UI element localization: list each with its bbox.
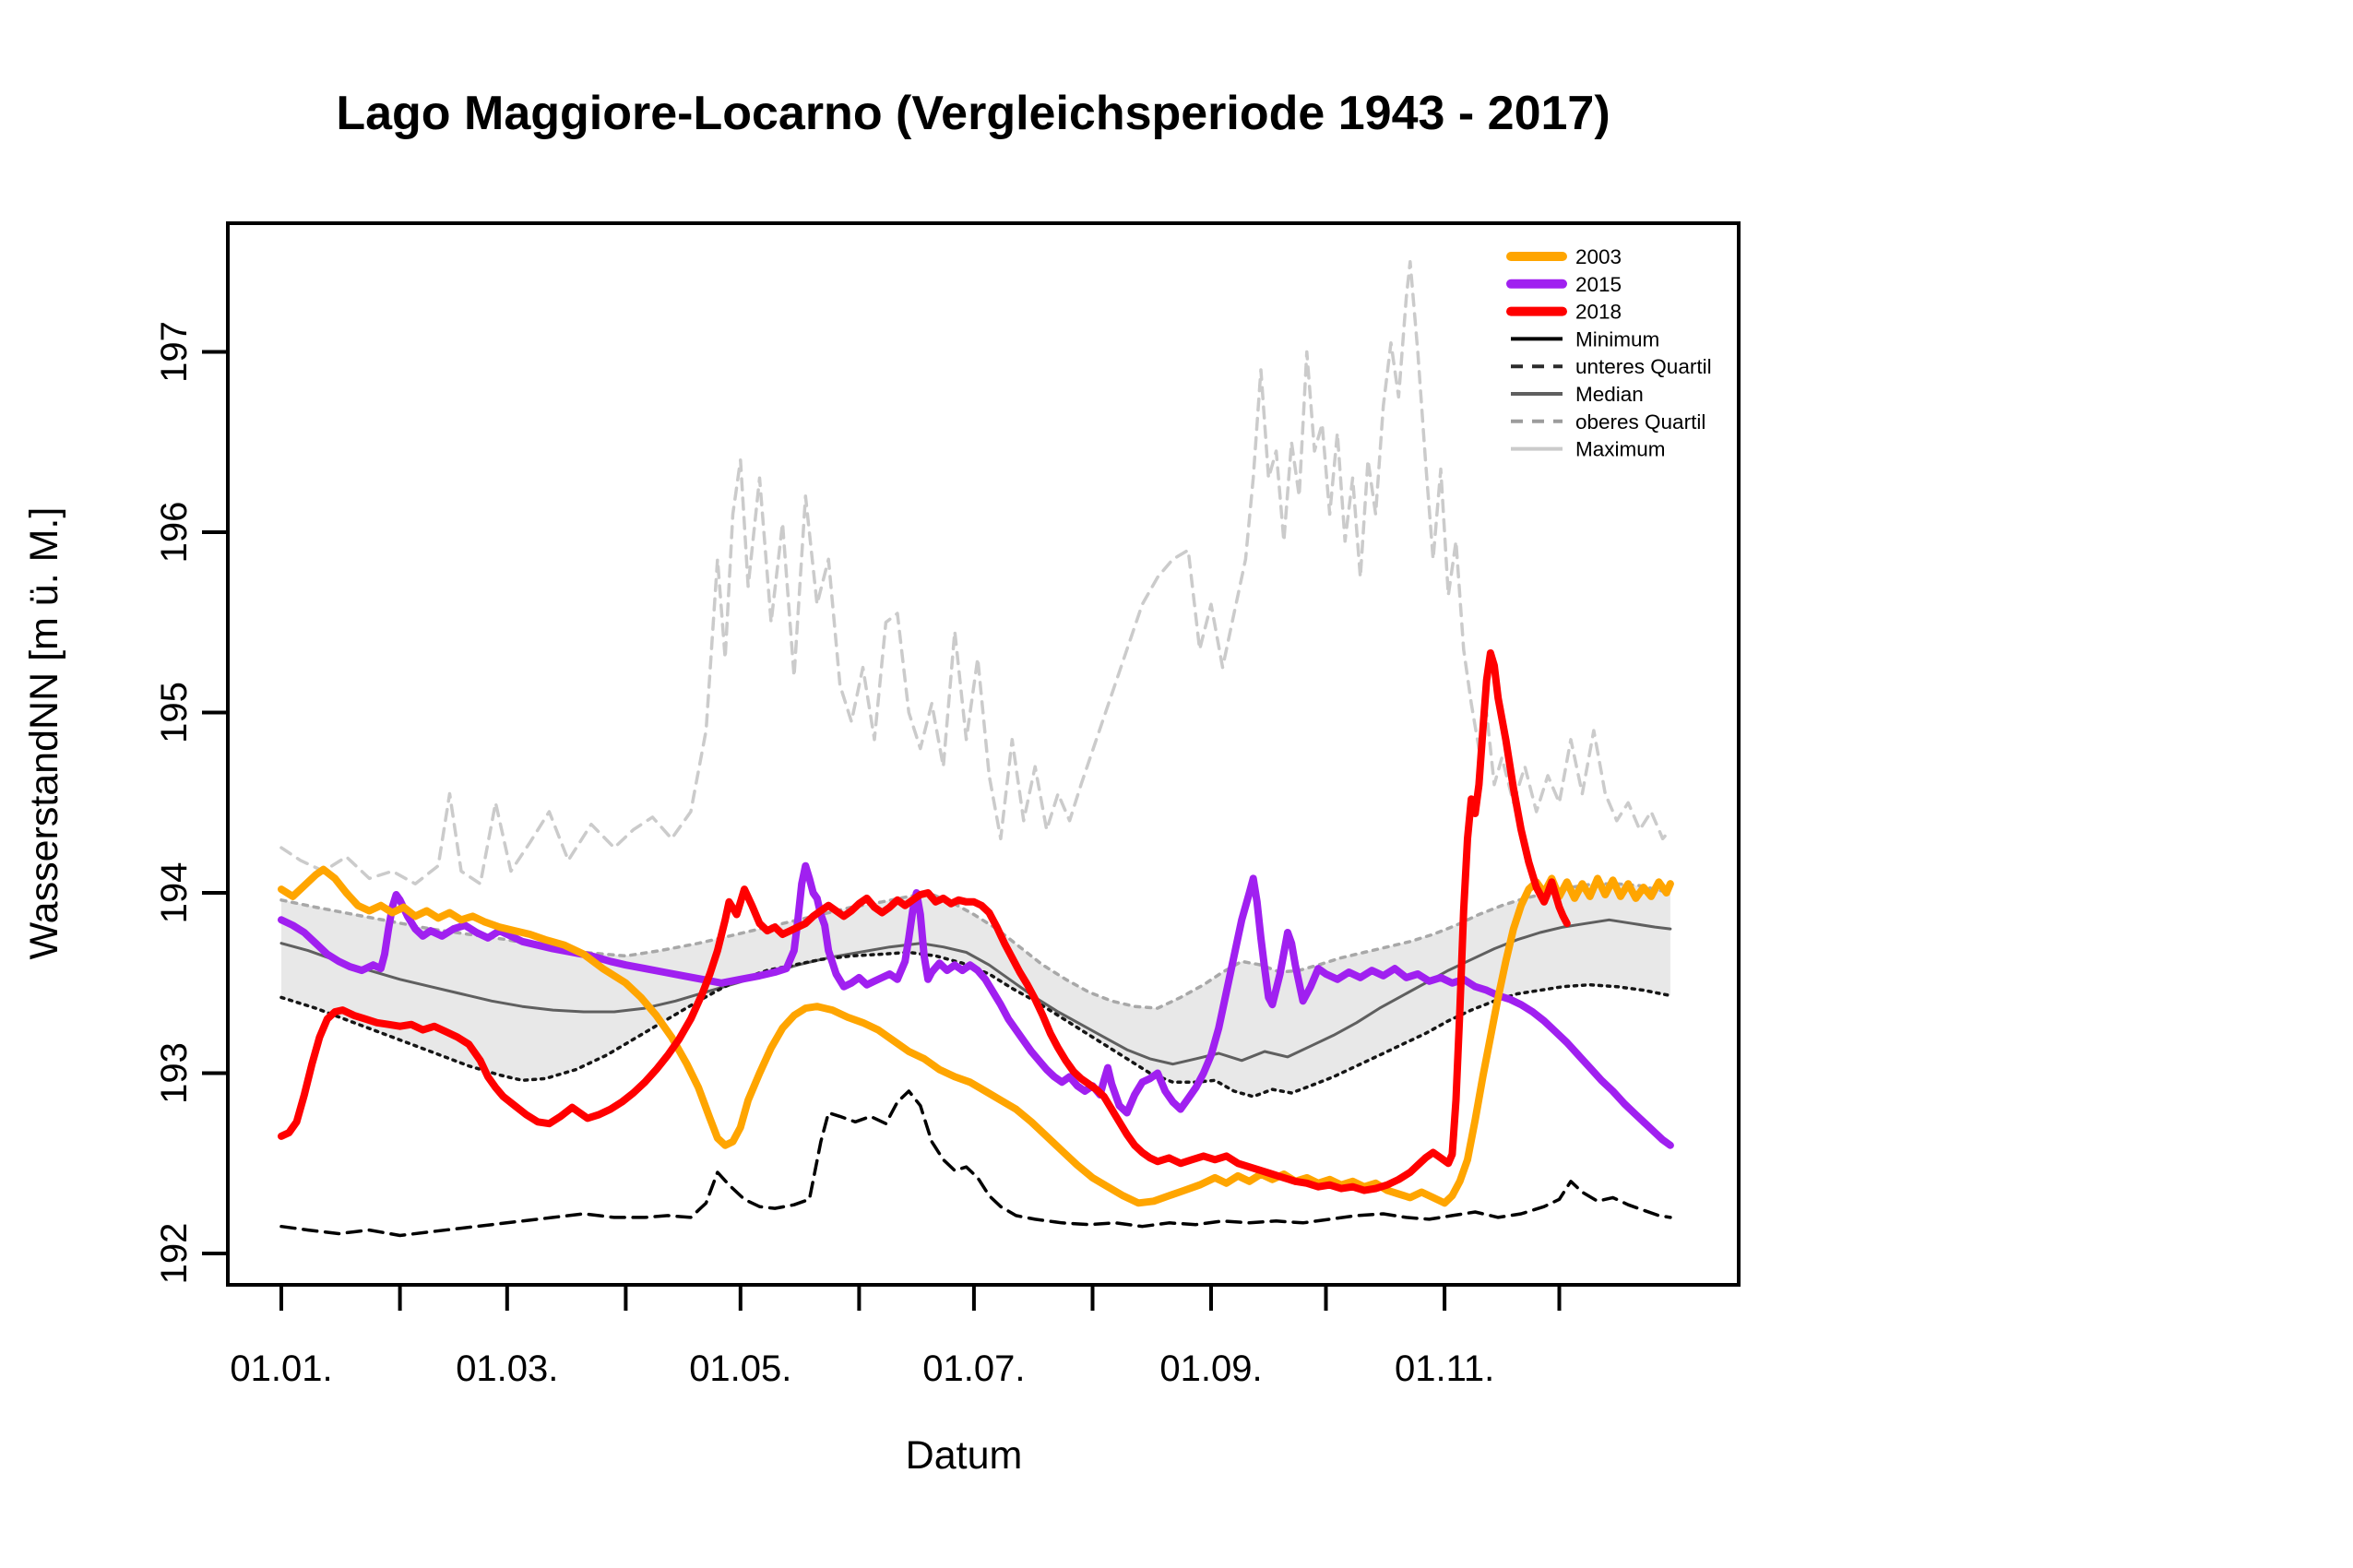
legend-label-maximum: Maximum (1575, 438, 1666, 461)
y-tick-label: 197 (154, 321, 195, 383)
series-line-2018 (278, 649, 1571, 1194)
plot-box (226, 221, 1741, 1287)
y-tick-label: 196 (154, 502, 195, 564)
chart-title: Lago Maggiore-Locarno (Vergleichsperiode… (336, 87, 1610, 140)
legend: 2003 2015 2018 Minimum unteres Quartil Median… (1506, 245, 1712, 461)
series-line-median (279, 918, 1672, 1066)
y-tick-label: 192 (154, 1223, 195, 1285)
x-tick-label: 01.11. (1395, 1348, 1494, 1389)
x-axis-title: Datum (906, 1433, 1023, 1478)
x-tick-label: 01.01. (230, 1348, 332, 1389)
x-tick-label: 01.09. (1159, 1348, 1262, 1389)
quartile-band (281, 884, 1670, 1097)
x-axis: 01.01. 01.03. 01.05. 01.07. 01.09. 01.11. (230, 1285, 1562, 1389)
interquartile-band-area (281, 884, 1670, 1097)
y-tick-label: 195 (154, 682, 195, 743)
legend-label-2018: 2018 (1575, 301, 1622, 324)
y-tick-label: 194 (154, 862, 195, 924)
series-line-2003 (278, 865, 1674, 1207)
y-tick-label: 193 (154, 1042, 195, 1104)
x-tick-label: 01.07. (922, 1348, 1025, 1389)
x-tick-label: 01.05. (689, 1348, 791, 1389)
series-line-oberes-quartil (279, 882, 1672, 1010)
series-line-maximum (279, 260, 1672, 885)
series-line-minimum (279, 1089, 1672, 1238)
legend-label-2015: 2015 (1575, 273, 1622, 296)
series-line-unteres-quartil (279, 950, 1672, 1099)
y-axis: 192 193 194 195 196 197 (154, 321, 228, 1284)
legend-label-2003: 2003 (1575, 245, 1622, 268)
y-axis-title: WasserstandNN [m ü. M.] (22, 507, 66, 960)
series-lines (278, 260, 1674, 1238)
legend-label-oberes-quartil: oberes Quartil (1575, 410, 1705, 434)
x-tick-label: 01.03. (456, 1348, 558, 1389)
legend-label-unteres-quartil: unteres Quartil (1575, 355, 1712, 378)
legend-label-minimum: Minimum (1575, 327, 1659, 350)
legend-label-median: Median (1575, 383, 1644, 406)
series-line-2015 (278, 861, 1674, 1149)
